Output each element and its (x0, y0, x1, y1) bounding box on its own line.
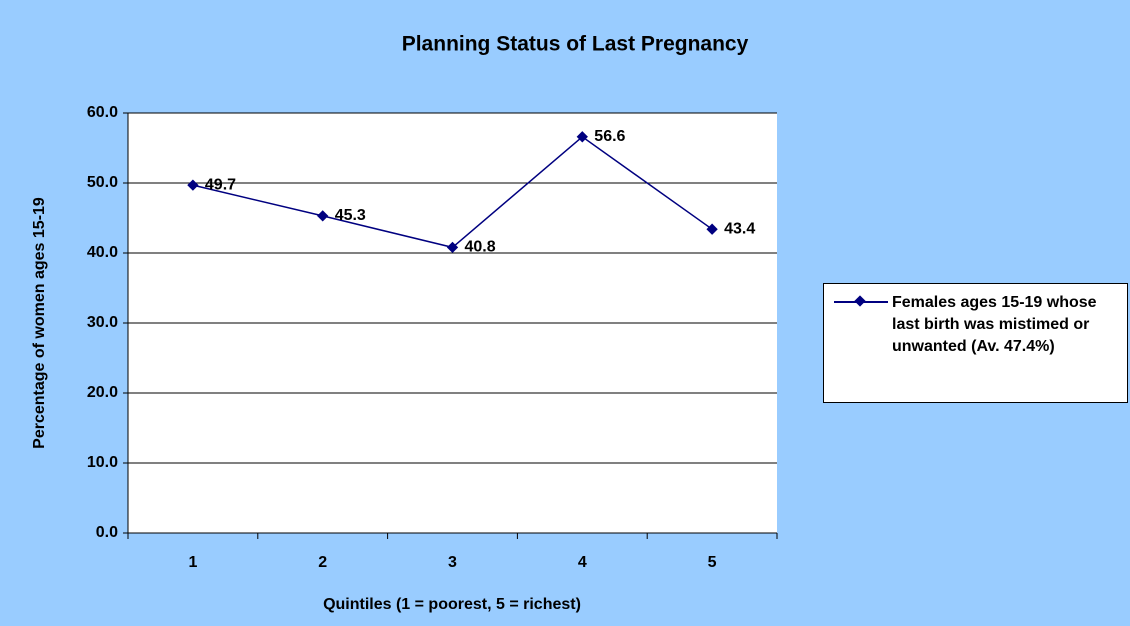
point-marker (446, 241, 459, 254)
x-tick-label: 4 (578, 554, 587, 571)
legend: Females ages 15-19 whose last birth was … (823, 283, 1128, 403)
y-tick-label: 40.0 (87, 244, 118, 261)
legend-label: Females ages 15-19 whose last birth was … (892, 294, 1097, 355)
chart-title: Planning Status of Last Pregnancy (402, 33, 749, 56)
x-tick-label: 3 (448, 554, 457, 571)
y-tick-label: 50.0 (87, 174, 118, 191)
y-axis-label: Percentage of women ages 15-19 (31, 197, 48, 449)
data-label: 43.4 (724, 220, 755, 237)
x-tick-label: 2 (318, 554, 327, 571)
y-tick-label: 10.0 (87, 454, 118, 471)
y-tick-label: 20.0 (87, 384, 118, 401)
point-marker (187, 179, 199, 191)
data-label: 56.6 (594, 128, 625, 145)
x-tick-label: 1 (188, 554, 197, 571)
x-tick-label: 5 (708, 554, 717, 571)
y-tick-label: 60.0 (87, 104, 118, 121)
point-marker (317, 210, 329, 222)
point-marker (576, 131, 588, 143)
y-tick-label: 0.0 (96, 524, 118, 541)
legend-marker (854, 295, 866, 307)
data-label: 45.3 (335, 207, 366, 224)
point-marker (706, 223, 718, 235)
data-label: 49.7 (205, 176, 236, 193)
data-label: 40.8 (465, 239, 496, 256)
x-axis-label: Quintiles (1 = poorest, 5 = richest) (323, 596, 581, 613)
y-tick-label: 30.0 (87, 314, 118, 331)
